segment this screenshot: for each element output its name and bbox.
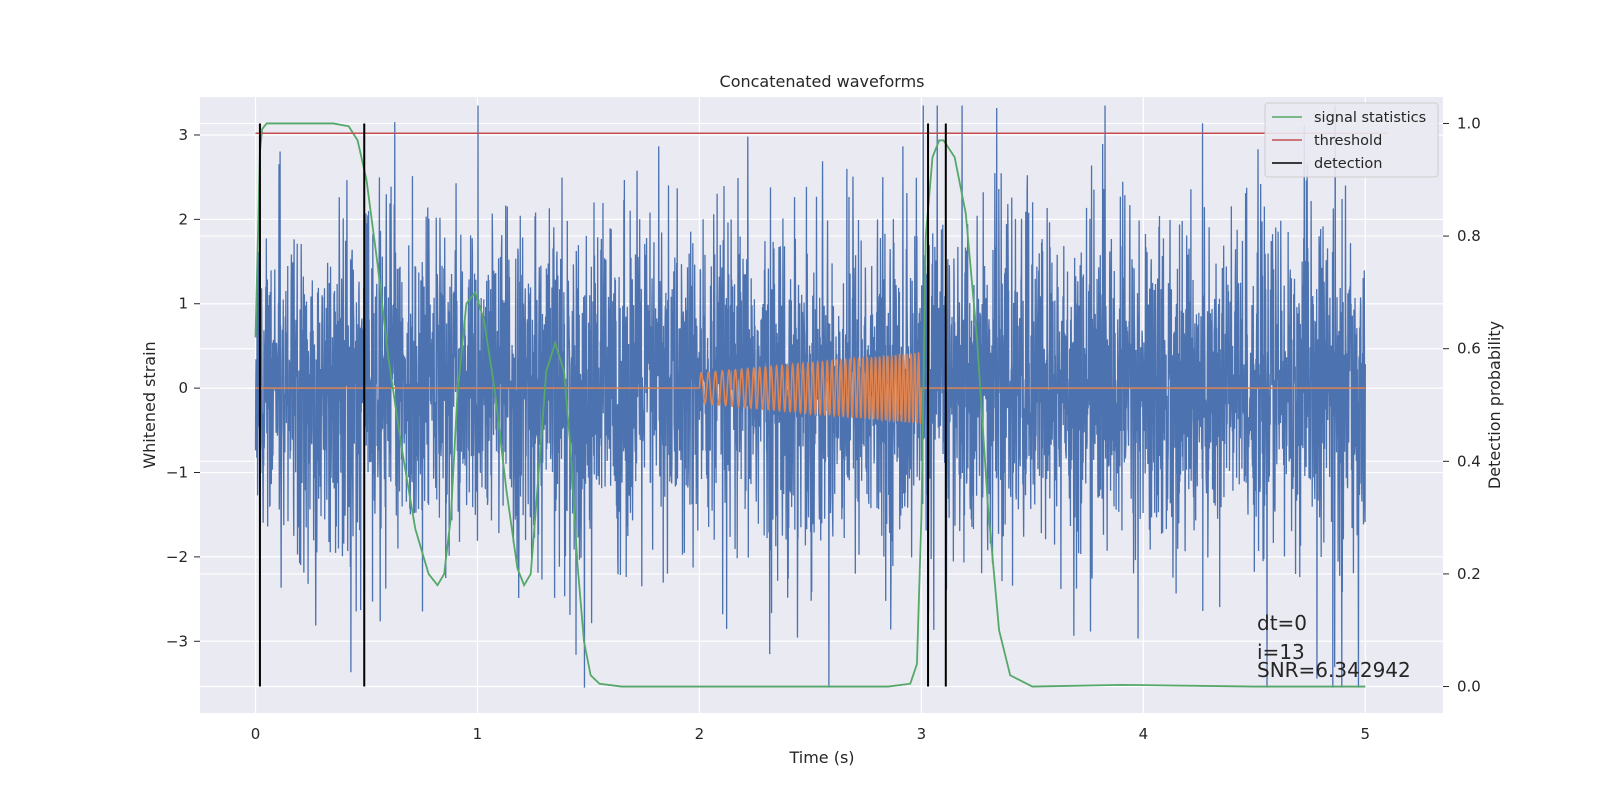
y-tick-label: −2 (166, 548, 188, 566)
y2-tick-label: 1.0 (1457, 114, 1481, 132)
injected-waveform-series (255, 351, 1366, 424)
y-tick-label: 2 (178, 210, 188, 228)
chart-marks (254, 105, 1388, 688)
y2-tick-label: 0.6 (1457, 340, 1481, 358)
y-tick-label: 3 (178, 126, 188, 144)
y2-tick-label: 0.0 (1457, 678, 1481, 696)
y2-tick-label: 0.2 (1457, 565, 1481, 583)
legend: signal statistics threshold detection (1264, 102, 1439, 178)
y-tick-label: −3 (166, 632, 188, 650)
y-axis-label: Whitened strain (140, 341, 159, 468)
y-tick-label: 0 (178, 379, 188, 397)
strain-noise-series (254, 105, 1366, 688)
y2-tick-label: 0.4 (1457, 452, 1481, 470)
y2-tick-label: 0.8 (1457, 227, 1481, 245)
x-axis-label: Time (s) (788, 748, 854, 767)
x-tick-label: 1 (473, 725, 483, 743)
legend-label-detection: detection (1314, 156, 1382, 172)
x-tick-label: 4 (1139, 725, 1149, 743)
annotation-dt: dt=0 (1257, 611, 1307, 635)
y-tick-label: 1 (178, 295, 188, 313)
legend-label-threshold: threshold (1314, 133, 1382, 149)
x-tick-label: 5 (1361, 725, 1371, 743)
signal-statistics-series (254, 122, 1366, 688)
y2-axis-label: Detection probability (1485, 321, 1504, 489)
annotation-index: i=13 (1257, 640, 1305, 664)
y-tick-label: −1 (166, 464, 188, 482)
x-tick-label: 0 (251, 725, 261, 743)
legend-label-signal-statistics: signal statistics (1314, 110, 1426, 126)
x-tick-label: 2 (695, 725, 705, 743)
x-tick-label: 3 (917, 725, 927, 743)
chart-title: Concatenated waveforms (720, 72, 925, 91)
annotation-snr: SNR=6.342942 (1257, 658, 1411, 682)
tick-labels: 0 1 2 3 4 5 −3 −2 −1 0 1 2 3 0.0 0.2 0.4 0.6 0.8 1.0 (166, 114, 1481, 743)
legend-box (1264, 102, 1439, 178)
